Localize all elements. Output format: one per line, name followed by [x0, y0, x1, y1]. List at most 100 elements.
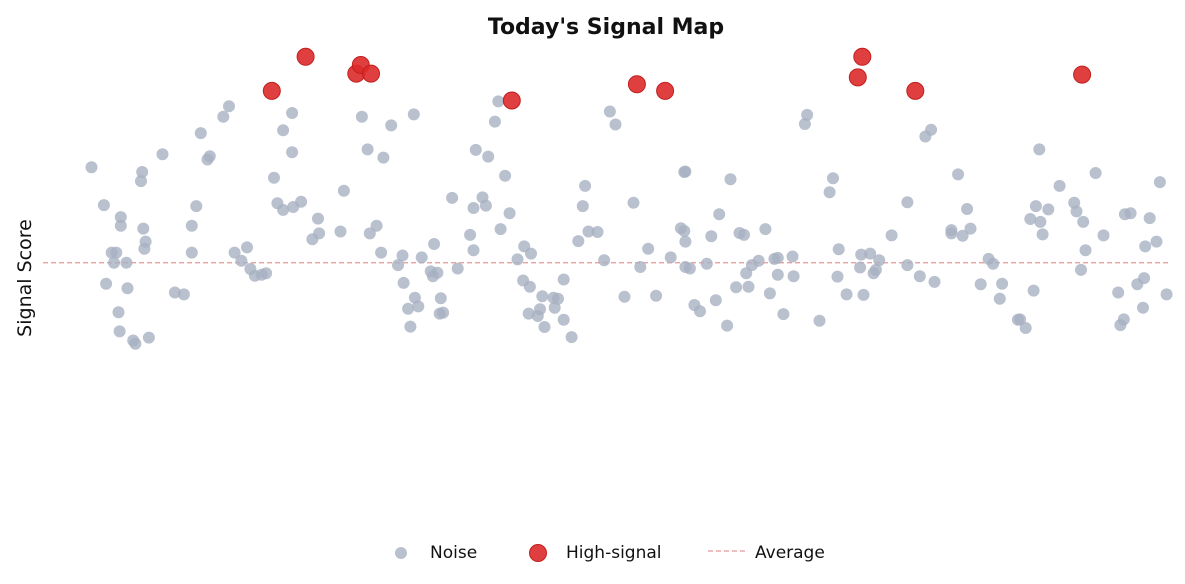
noise-point [1019, 322, 1032, 334]
noise-point [700, 257, 713, 270]
noise-point [1029, 200, 1042, 213]
noise-point [139, 235, 152, 248]
noise-point [705, 230, 718, 243]
noise-point [1027, 284, 1040, 297]
noise-point [945, 224, 958, 237]
noise-point [402, 302, 415, 315]
noise-point [1112, 286, 1125, 299]
noise-point [488, 115, 501, 128]
noise-point [771, 251, 784, 264]
noise-point [679, 165, 692, 178]
noise-point [738, 228, 750, 241]
noise-point [993, 292, 1006, 305]
noise-point [618, 290, 631, 303]
noise-point [925, 123, 938, 136]
noise-point [557, 273, 570, 286]
noise-point [713, 208, 726, 221]
legend-noise-label: Noise [430, 543, 477, 563]
noise-point [121, 282, 134, 295]
noise-point [100, 277, 113, 290]
noise-point [901, 259, 914, 272]
noise-point [120, 256, 133, 269]
noise-point [397, 276, 410, 289]
noise-point [135, 175, 147, 188]
noise-point [1117, 313, 1130, 326]
noise-point [437, 306, 450, 319]
noise-point [1089, 167, 1102, 179]
noise-point [609, 118, 622, 131]
legend: Noise High-signal Average [395, 543, 825, 563]
high-signal-point [848, 68, 867, 87]
legend-average-label: Average [755, 543, 825, 563]
noise-point [136, 166, 149, 178]
noise-point [1033, 143, 1046, 156]
noise-point [752, 254, 765, 267]
noise-point [996, 277, 1009, 290]
noise-point [1042, 203, 1055, 216]
noise-point [1053, 179, 1066, 192]
noise-point [1137, 301, 1149, 314]
noise-point [901, 196, 914, 209]
noise-point [694, 305, 706, 318]
noise-point [885, 229, 898, 242]
noise-point [742, 280, 755, 293]
noise-point [113, 325, 126, 338]
noise-point [185, 246, 198, 259]
noise-point [913, 270, 926, 283]
noise-point [1153, 176, 1166, 189]
noise-point [869, 263, 882, 276]
noise-point [525, 247, 537, 260]
noise-point [854, 261, 867, 274]
noise-point [552, 292, 564, 305]
noise-point [396, 249, 409, 262]
noise-point [961, 203, 974, 215]
noise-point [771, 268, 784, 281]
noise-point [203, 150, 216, 163]
noise-point [492, 95, 505, 108]
noise-point [634, 261, 647, 273]
noise-point [355, 110, 368, 123]
high-signal-series [262, 47, 1092, 110]
noise-point [763, 287, 776, 300]
noise-point [1070, 205, 1083, 218]
noise-point [786, 250, 799, 263]
noise-point [832, 243, 845, 256]
noise-point [228, 246, 241, 259]
noise-point [823, 186, 836, 199]
noise-point [572, 235, 585, 248]
noise-point [536, 290, 549, 303]
noise-point [479, 199, 492, 212]
noise-point [873, 254, 886, 267]
noise-point [724, 173, 737, 186]
noise-point [1036, 228, 1049, 241]
noise-point [831, 270, 844, 283]
noise-point [337, 184, 350, 197]
noise-point [683, 262, 696, 275]
noise-point [759, 223, 772, 236]
noise-point [813, 314, 826, 327]
noise-point [678, 225, 691, 237]
noise-point [627, 196, 640, 209]
noise-point [277, 203, 290, 216]
noise-point [137, 222, 150, 235]
noise-point [467, 244, 480, 257]
high-signal-point [853, 47, 872, 66]
noise-point [1077, 215, 1090, 228]
noise-point [190, 200, 203, 213]
noise-point [1034, 215, 1047, 228]
noise-point [1160, 288, 1173, 301]
high-signal-point [296, 47, 315, 66]
noise-point [268, 171, 280, 184]
noise-point [557, 313, 570, 326]
noise-point [1124, 207, 1137, 220]
noise-point [1079, 244, 1092, 257]
noise-point [777, 308, 790, 321]
noise-point [1075, 263, 1087, 276]
noise-point [1097, 229, 1110, 242]
noise-point [709, 294, 722, 307]
noise-point [114, 211, 127, 224]
noise-point [112, 306, 125, 319]
noise-point [1138, 272, 1151, 285]
noise-point [156, 148, 169, 161]
